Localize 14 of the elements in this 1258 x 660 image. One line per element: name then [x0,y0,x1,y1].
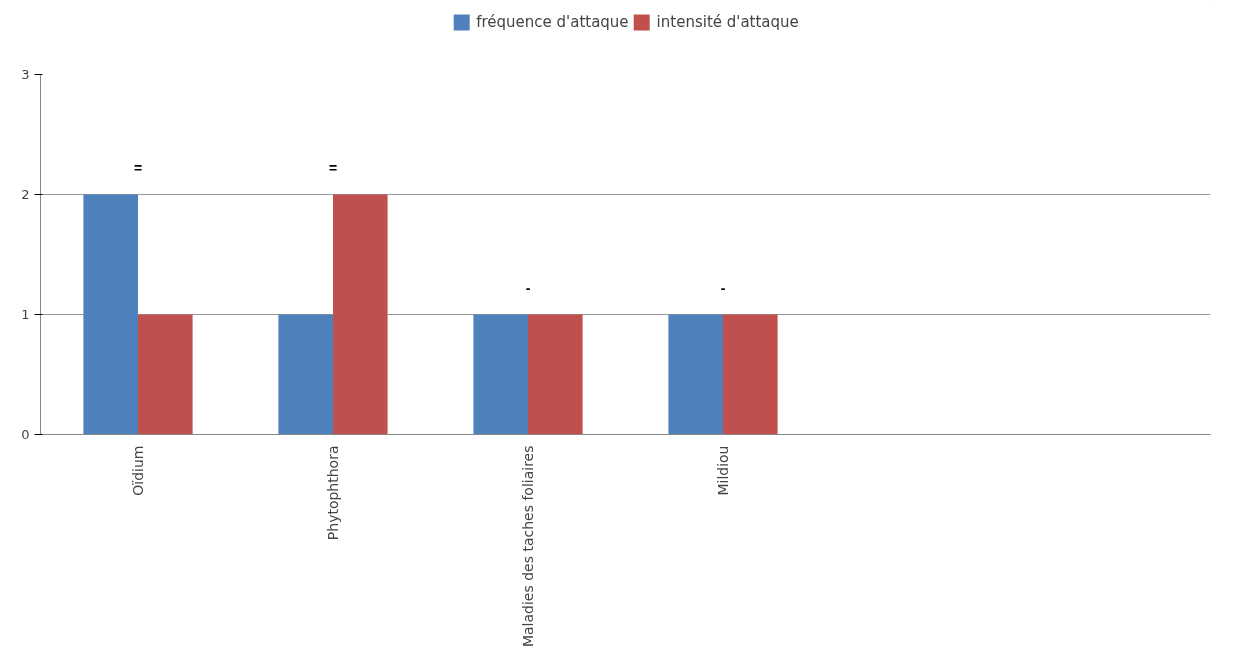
x-tick-label: Oïdium [130,445,146,496]
x-tick-label: Maladies des taches foliaires [520,445,536,648]
y-tick-label: 3 [21,67,30,82]
annotation: = [328,159,338,176]
x-tick-label: Mildiou [715,445,731,496]
y-tick-label: 1 [21,307,30,322]
legend-label: intensité d'attaque [656,13,799,31]
annotation: = [133,159,143,176]
annotation: - [720,279,726,296]
legend-label: fréquence d'attaque [476,13,629,31]
y-tick-label: 2 [21,187,30,202]
annotation: - [525,279,531,296]
y-tick-label: 0 [21,427,30,442]
x-tick-label: Phytophthora [325,445,341,541]
